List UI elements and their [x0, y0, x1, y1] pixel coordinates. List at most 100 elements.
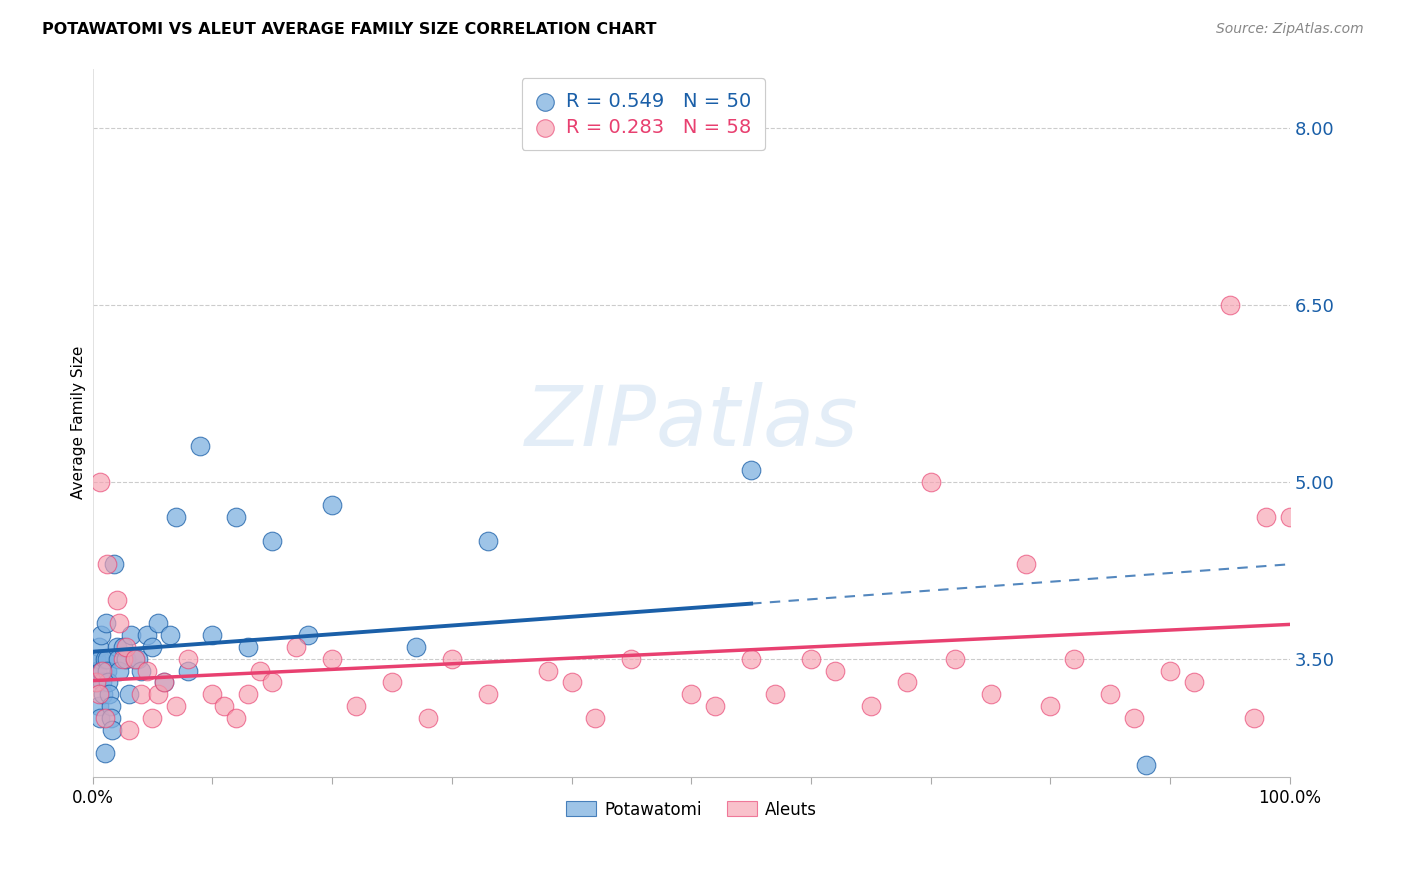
Point — [262, 675, 284, 690]
Point — [536, 664, 558, 678]
Point — [135, 664, 157, 678]
Point — [238, 640, 260, 654]
Point — [124, 652, 146, 666]
Point — [135, 628, 157, 642]
Point — [129, 687, 152, 701]
Point — [89, 711, 111, 725]
Point — [980, 687, 1002, 701]
Legend: Potawatomi, Aleuts: Potawatomi, Aleuts — [560, 794, 824, 825]
Point — [129, 664, 152, 678]
Point — [94, 616, 117, 631]
Point — [101, 723, 124, 737]
Point — [896, 675, 918, 690]
Point — [93, 687, 115, 701]
Point — [103, 558, 125, 572]
Point — [1219, 298, 1241, 312]
Point — [1123, 711, 1146, 725]
Point — [87, 699, 110, 714]
Point — [824, 664, 846, 678]
Point — [127, 652, 149, 666]
Point — [177, 652, 200, 666]
Point — [1039, 699, 1062, 714]
Point — [153, 675, 176, 690]
Point — [100, 699, 122, 714]
Point — [108, 664, 131, 678]
Point — [165, 699, 187, 714]
Point — [90, 664, 112, 678]
Point — [321, 652, 343, 666]
Point — [249, 664, 271, 678]
Point — [416, 711, 439, 725]
Point — [93, 746, 115, 760]
Point — [440, 652, 463, 666]
Point — [920, 475, 942, 489]
Point — [585, 711, 607, 725]
Point — [1135, 758, 1157, 772]
Point — [405, 640, 427, 654]
Point — [201, 687, 224, 701]
Point — [1278, 510, 1301, 524]
Point — [1159, 664, 1181, 678]
Point — [96, 664, 118, 678]
Text: POTAWATOMI VS ALEUT AVERAGE FAMILY SIZE CORRELATION CHART: POTAWATOMI VS ALEUT AVERAGE FAMILY SIZE … — [42, 22, 657, 37]
Point — [1243, 711, 1265, 725]
Point — [87, 640, 110, 654]
Point — [93, 711, 115, 725]
Point — [89, 475, 111, 489]
Point — [763, 687, 786, 701]
Point — [262, 533, 284, 548]
Point — [96, 652, 118, 666]
Point — [84, 675, 107, 690]
Point — [115, 652, 138, 666]
Point — [560, 675, 582, 690]
Point — [148, 616, 170, 631]
Point — [100, 711, 122, 725]
Point — [159, 628, 181, 642]
Point — [1254, 510, 1277, 524]
Text: ZIPatlas: ZIPatlas — [524, 382, 858, 463]
Point — [141, 640, 163, 654]
Point — [87, 687, 110, 701]
Point — [165, 510, 187, 524]
Point — [681, 687, 703, 701]
Point — [177, 664, 200, 678]
Point — [91, 664, 114, 678]
Point — [96, 558, 118, 572]
Point — [124, 652, 146, 666]
Point — [105, 640, 128, 654]
Point — [285, 640, 308, 654]
Point — [117, 723, 139, 737]
Point — [740, 463, 762, 477]
Point — [800, 652, 823, 666]
Point — [620, 652, 643, 666]
Point — [1182, 675, 1205, 690]
Point — [98, 687, 121, 701]
Point — [740, 652, 762, 666]
Text: Source: ZipAtlas.com: Source: ZipAtlas.com — [1216, 22, 1364, 37]
Point — [115, 640, 138, 654]
Point — [141, 711, 163, 725]
Point — [97, 675, 120, 690]
Point — [108, 616, 131, 631]
Point — [105, 592, 128, 607]
Point — [1015, 558, 1038, 572]
Point — [381, 675, 404, 690]
Point — [86, 664, 108, 678]
Y-axis label: Average Family Size: Average Family Size — [72, 346, 86, 500]
Point — [225, 711, 247, 725]
Point — [107, 652, 129, 666]
Point — [477, 533, 499, 548]
Point — [1099, 687, 1122, 701]
Point — [93, 652, 115, 666]
Point — [477, 687, 499, 701]
Point — [117, 687, 139, 701]
Point — [84, 652, 107, 666]
Point — [321, 499, 343, 513]
Point — [89, 652, 111, 666]
Point — [111, 640, 134, 654]
Point — [1063, 652, 1085, 666]
Point — [120, 628, 142, 642]
Point — [91, 675, 114, 690]
Point — [111, 652, 134, 666]
Point — [297, 628, 319, 642]
